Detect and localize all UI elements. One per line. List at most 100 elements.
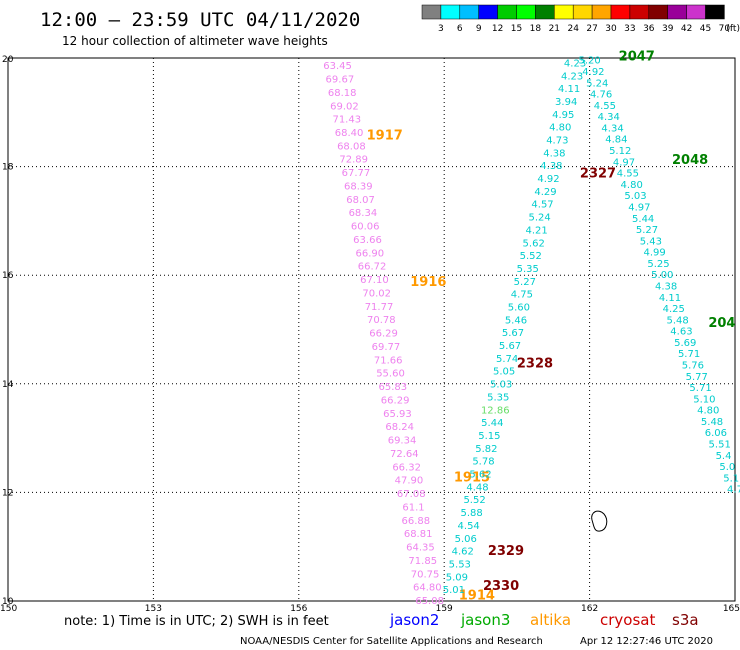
- wave-height-value: 4.11: [659, 293, 681, 304]
- wave-height-value: 4.57: [531, 200, 553, 211]
- wave-height-value: 4.73: [546, 136, 568, 147]
- pass-time-label: 2047: [619, 50, 655, 65]
- wave-height-value: 4.7: [727, 485, 740, 496]
- satellite-legend-cryosat: cryosat: [600, 611, 655, 629]
- wave-height-value: 4.80: [621, 180, 643, 191]
- wave-height-value: 5.24: [586, 78, 608, 89]
- colorbar-label: 33: [624, 24, 635, 34]
- wave-height-value: 68.08: [337, 141, 366, 152]
- wave-height-value: 5.00: [651, 270, 673, 281]
- wave-height-value: 4.75: [511, 290, 533, 301]
- wave-height-value: 4.92: [537, 174, 559, 185]
- island-outline: [591, 510, 608, 532]
- wave-height-value: 4.62: [452, 547, 474, 558]
- wave-height-value: 5.43: [640, 236, 662, 247]
- colorbar-unit: (ft): [726, 24, 740, 34]
- wave-height-value: 67.77: [342, 168, 371, 179]
- wave-height-value: 66.72: [358, 262, 387, 273]
- wave-height-value: 4.38: [655, 281, 677, 292]
- wave-height-value: 67.08: [397, 489, 426, 500]
- colorbar-swatch: [572, 4, 593, 20]
- footer-credit: NOAA/NESDIS Center for Satellite Applica…: [240, 636, 543, 647]
- wave-height-value: 68.07: [346, 195, 375, 206]
- wave-height-value: 4.95: [552, 110, 574, 121]
- wave-height-value: 5.62: [469, 470, 491, 481]
- colorbar-swatch: [459, 4, 479, 20]
- satellite-legend-jason3: jason3: [460, 611, 510, 629]
- satellite-legend-s3a: s3a: [672, 611, 699, 629]
- wave-height-value: 5.10: [693, 394, 715, 405]
- wave-height-value: 5.03: [624, 191, 646, 202]
- colorbar-label: 3: [438, 24, 444, 34]
- wave-height-value: 5.44: [481, 418, 503, 429]
- wave-height-value: 5.88: [460, 508, 482, 519]
- colorbar-label: 36: [643, 24, 655, 34]
- wave-height-value: 5.35: [487, 392, 509, 403]
- wave-height-value: 5.35: [517, 264, 539, 275]
- wave-height-value: 70.78: [367, 315, 396, 326]
- wave-height-value: 4.38: [540, 161, 562, 172]
- wave-height-value: 60.06: [351, 222, 380, 233]
- wave-height-value: 4.97: [613, 157, 635, 168]
- grid: [8, 58, 735, 601]
- wave-height-value: 5.77: [686, 372, 708, 383]
- wave-height-value: 71.77: [365, 302, 394, 313]
- pass-time-label: 1915: [454, 471, 490, 486]
- wave-height-value: 4.99: [644, 248, 666, 259]
- wave-height-value: 5.52: [463, 495, 485, 506]
- colorbar-label: 21: [549, 24, 560, 34]
- colorbar-label: 27: [586, 24, 597, 34]
- wave-height-value: 69.34: [388, 436, 417, 447]
- wave-height-value: 68.24: [385, 422, 414, 433]
- wave-height-value: 4.34: [601, 123, 623, 134]
- satellite-legend-jason2: jason2: [389, 611, 439, 629]
- wave-height-value: 5.20: [578, 56, 600, 67]
- wave-height-value: 5.24: [528, 213, 550, 224]
- wave-height-value: 5.51: [709, 440, 731, 451]
- pass-time-label: 204: [708, 316, 735, 331]
- x-tick-label: 159: [436, 604, 453, 614]
- colorbar-swatch: [554, 4, 574, 20]
- chart-subtitle: 12 hour collection of altimeter wave hei…: [62, 34, 328, 48]
- wave-height-value: 61.1: [402, 502, 424, 513]
- chart-title: 12:00 — 23:59 UTC 04/11/2020: [40, 9, 360, 31]
- altimeter-tracks: 63.45 69.67 68.18 69.02 71.43 68.40 68.08 72.89…: [323, 50, 740, 607]
- wave-height-value: 65.83: [379, 382, 408, 393]
- wave-height-value: 4.80: [549, 123, 571, 134]
- pass-time-label: 2328: [517, 357, 553, 372]
- wave-height-value: 5.03: [490, 380, 512, 391]
- wave-height-value: 5.27: [514, 277, 536, 288]
- wave-height-value: 66.29: [381, 395, 410, 406]
- wave-height-value: 5.71: [678, 349, 700, 360]
- wave-height-value: 4.54: [458, 521, 480, 532]
- colorbar-swatch: [667, 4, 687, 20]
- colorbar-swatch: [516, 4, 536, 20]
- satellite-legend: jason2 jason3 altika cryosat s3a: [389, 611, 699, 629]
- wave-height-value: 5.48: [701, 417, 723, 428]
- wave-height-value: 5.4: [716, 451, 732, 462]
- colorbar-label: 18: [530, 24, 542, 34]
- note-text: note: 1) Time is in UTC; 2) SWH is in fe…: [64, 614, 329, 629]
- wave-height-value: 47.90: [395, 476, 424, 487]
- wave-height-value: 5.78: [472, 457, 494, 468]
- wave-height-value: 4.38: [543, 148, 565, 159]
- colorbar-swatch: [478, 4, 498, 20]
- wave-height-value: 4.55: [594, 101, 616, 112]
- wave-height-value: 5.1: [723, 473, 739, 484]
- wave-height-value: 4.92: [582, 67, 604, 78]
- y-tick-label: 10: [2, 597, 14, 607]
- pass-time-label: 1917: [367, 128, 403, 143]
- wave-height-value: 69.02: [330, 101, 359, 112]
- x-tick-label: 153: [145, 604, 162, 614]
- x-tick-label: 165: [723, 604, 740, 614]
- wave-height-value: 65.93: [383, 409, 412, 420]
- colorbar-legend: 3 6 9 12 15 18 21 24 27 30 33 36 39 42 45 70(ft): [421, 4, 740, 34]
- wave-height-value: 4.23: [564, 58, 586, 69]
- colorbar-label: 70: [719, 24, 731, 34]
- wave-height-value: 5.06: [455, 534, 477, 545]
- pass-time-label: 2329: [488, 544, 524, 559]
- wave-height-value: 64.35: [406, 543, 435, 554]
- wave-height-value: 5.15: [478, 431, 500, 442]
- colorbar-label: 42: [681, 24, 692, 34]
- wave-height-value: 5.46: [505, 315, 527, 326]
